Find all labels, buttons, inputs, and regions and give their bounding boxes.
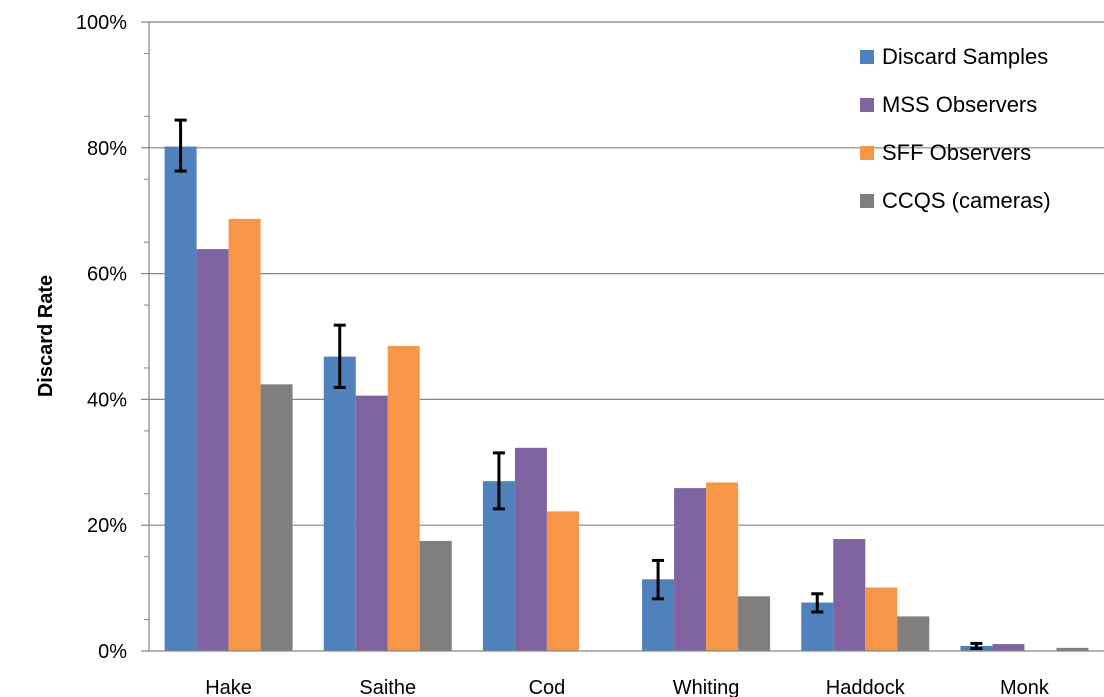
- y-tick-label: 40%: [87, 389, 127, 411]
- y-axis-label: Discard Rate: [35, 275, 57, 397]
- y-tick-label: 60%: [87, 264, 127, 286]
- legend-label: MSS Observers: [882, 92, 1037, 117]
- y-tick-label: 100%: [76, 12, 127, 34]
- bar: [228, 218, 261, 651]
- legend-swatch: [860, 146, 874, 160]
- bar: [546, 511, 579, 651]
- bar: [992, 644, 1025, 651]
- bar: [260, 384, 293, 651]
- x-category-label: Hake: [205, 677, 252, 697]
- y-tick-label: 20%: [87, 515, 127, 537]
- legend-swatch: [860, 50, 874, 64]
- bar: [355, 395, 388, 651]
- x-category-label: Saithe: [359, 677, 416, 697]
- bar: [706, 482, 739, 651]
- error-bars: [174, 118, 983, 650]
- legend-swatch: [860, 194, 874, 208]
- bar: [419, 540, 452, 651]
- legend-label: CCQS (cameras): [882, 188, 1051, 213]
- bar: [164, 146, 197, 652]
- bar: [387, 345, 420, 651]
- bar: [865, 587, 898, 651]
- bar: [514, 447, 547, 651]
- bar: [833, 539, 866, 651]
- axes: [148, 22, 1104, 652]
- y-tick-label: 0%: [98, 641, 127, 663]
- x-category-label: Haddock: [826, 677, 906, 697]
- bar: [897, 616, 930, 651]
- bar: [738, 596, 771, 651]
- x-category-label: Cod: [529, 677, 566, 697]
- bar: [1056, 647, 1089, 651]
- legend-label: Discard Samples: [882, 44, 1048, 69]
- x-category-label: Monk: [1000, 677, 1050, 697]
- bar: [323, 356, 356, 651]
- bars: [164, 146, 1089, 652]
- bar: [196, 249, 229, 651]
- legend: Discard Samples MSS Observers SFF Observer…: [860, 44, 1051, 213]
- bar: [674, 488, 707, 651]
- x-category-label: Whiting: [673, 677, 740, 697]
- y-ticks: 0% 20% 40% 60% 80% 100%: [76, 12, 149, 663]
- x-category-labels: Hake Saithe Cod Whiting Haddock Monk: [205, 677, 1050, 697]
- legend-swatch: [860, 98, 874, 112]
- y-tick-label: 80%: [87, 138, 127, 160]
- gridlines: [149, 21, 1104, 526]
- legend-label: SFF Observers: [882, 140, 1031, 165]
